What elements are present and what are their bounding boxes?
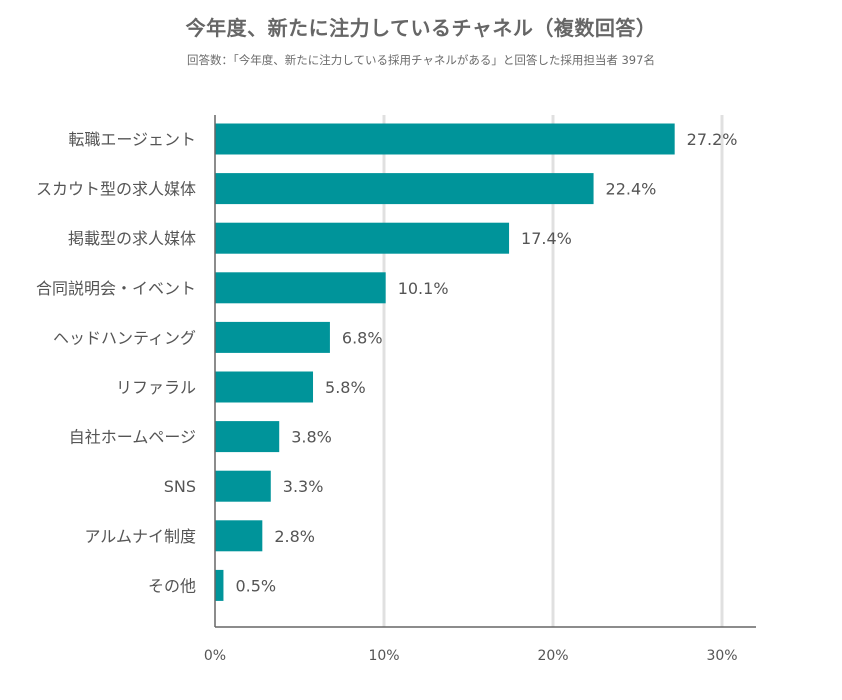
value-label: 3.3%	[283, 477, 324, 496]
value-label: 6.8%	[342, 328, 383, 347]
x-tick-label: 30%	[706, 648, 737, 664]
x-tick-label: 10%	[368, 648, 399, 664]
category-label: 掲載型の求人媒体	[68, 229, 196, 248]
value-label: 2.8%	[274, 527, 315, 546]
category-label: 転職エージェント	[68, 130, 196, 149]
bar	[215, 272, 386, 304]
chart-title: 今年度、新たに注力しているチャネル（複数回答）	[185, 16, 657, 40]
value-label: 0.5%	[235, 576, 276, 595]
bars	[215, 123, 675, 601]
category-label: 自社ホームページ	[69, 428, 196, 447]
bar	[215, 173, 594, 205]
category-label: リファラル	[116, 378, 196, 397]
category-label: その他	[148, 576, 196, 595]
bar	[215, 470, 271, 502]
value-label: 3.8%	[291, 428, 332, 447]
value-label: 22.4%	[606, 180, 657, 199]
category-label: スカウト型の求人媒体	[36, 180, 196, 199]
x-tick-label: 0%	[204, 648, 226, 664]
category-label: アルムナイ制度	[84, 527, 196, 546]
bar	[215, 421, 280, 453]
category-label: ヘッドハンティング	[53, 328, 196, 347]
bar	[215, 371, 314, 403]
bar	[215, 123, 675, 155]
bar	[215, 569, 224, 601]
labels: 転職エージェント 27.2% スカウト型の求人媒体 22.4% 掲載型の求人媒体 17.4…	[36, 130, 738, 664]
category-label: 合同説明会・イベント	[36, 279, 196, 298]
bar	[215, 520, 263, 552]
axes	[214, 115, 756, 628]
value-label: 17.4%	[521, 229, 572, 248]
bar	[215, 222, 510, 254]
bar	[215, 321, 330, 353]
value-label: 5.8%	[325, 378, 366, 397]
value-label: 27.2%	[687, 130, 738, 149]
value-label: 10.1%	[398, 279, 449, 298]
x-tick-label: 20%	[537, 648, 568, 664]
chart-subtitle: 回答数：「今年度、新たに注力している採用チャネルがある」と回答した採用担当者 3…	[187, 53, 655, 67]
category-label: SNS	[164, 477, 196, 496]
